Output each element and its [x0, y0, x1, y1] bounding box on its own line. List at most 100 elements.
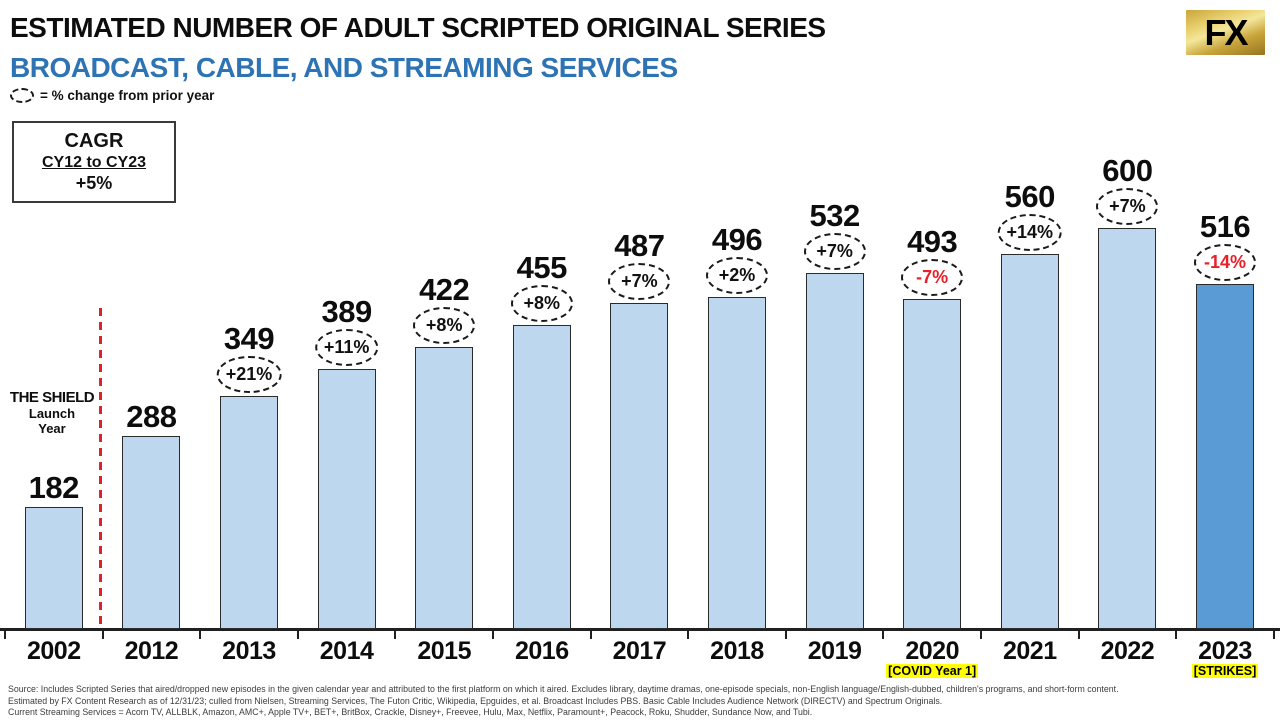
bar-label-stack: 455 +8%: [510, 249, 573, 322]
fx-logo: FX: [1186, 10, 1265, 55]
x-axis-label-2013: 2013: [222, 637, 276, 665]
bar-2017: [610, 303, 669, 629]
x-axis-tick: [492, 630, 494, 639]
bar-group-2021: 560 +14% 2021: [981, 0, 1079, 720]
pct-change-bubble: +7%: [1096, 187, 1159, 225]
shield-launch-callout: THE SHIELD Launch Year: [8, 389, 96, 437]
dashed-oval-icon: [10, 88, 34, 103]
cagr-label: CAGR: [64, 130, 124, 152]
x-axis-tick: [394, 630, 397, 639]
bar-group-2020: 493 -7% 2020 [COVID Year 1]: [883, 0, 981, 720]
x-axis-label-2014: 2014: [319, 637, 374, 665]
cagr-box: CAGR CY12 to CY23 +5%: [12, 121, 176, 203]
page-subtitle: BROADCAST, CABLE, AND STREAMING SERVICES: [10, 52, 678, 83]
x-axis-line: [0, 628, 1280, 631]
bar-label-stack: 288: [126, 399, 177, 435]
bar-2013: [219, 395, 278, 629]
bar-label-stack: 487 +7%: [608, 228, 671, 301]
bar-value-label: 288: [126, 399, 177, 435]
pct-change-bubble: +14%: [997, 214, 1063, 252]
pct-change-bubble: +2%: [705, 257, 768, 295]
bar-group-2018: 496 +2% 2018: [688, 0, 786, 720]
red-dashed-divider: [99, 308, 102, 629]
cagr-range: CY12 to CY23: [41, 154, 147, 171]
bar-value-label: 182: [28, 470, 80, 506]
bar-value-label: 496: [711, 222, 763, 258]
bar-value-label: 487: [614, 228, 665, 264]
x-axis-annotation-2020: [COVID Year 1]: [886, 664, 979, 678]
bar-group-2015: 422 +8% 2015: [395, 0, 493, 720]
bar-group-2023: 516 -14% 2023 [STRIKES]: [1176, 0, 1274, 720]
x-axis-label-2021: 2021: [1002, 637, 1057, 665]
x-axis-label-2016: 2016: [514, 637, 569, 665]
bar-label-stack: 493 -7%: [901, 224, 964, 297]
bar-2015: [415, 346, 474, 629]
pct-change-bubble: -14%: [1193, 243, 1256, 281]
x-axis-label-2012: 2012: [124, 637, 179, 665]
bar-label-stack: 600 +7%: [1096, 152, 1159, 225]
pct-change-bubble: +21%: [216, 355, 282, 393]
bar-group-2002: 182 2002: [5, 0, 103, 720]
bar-2022: [1098, 227, 1157, 629]
bar-value-label: 600: [1102, 152, 1153, 188]
x-axis-tick: [784, 630, 787, 639]
x-axis-label-2019: 2019: [807, 637, 862, 665]
bar-value-label: 389: [321, 293, 372, 329]
x-axis-label-2023: 2023: [1198, 637, 1252, 665]
fx-logo-text: FX: [1204, 11, 1248, 53]
x-axis-tick: [882, 630, 885, 639]
pct-change-bubble: +11%: [314, 328, 379, 366]
bar-group-2017: 487 +7% 2017: [591, 0, 689, 720]
legend-label: = % change from prior year: [40, 88, 215, 103]
shield-callout-line1: THE SHIELD: [9, 389, 95, 406]
page-title: ESTIMATED NUMBER OF ADULT SCRIPTED ORIGI…: [10, 12, 826, 43]
bar-group-2016: 455 +8% 2016: [493, 0, 591, 720]
x-axis-tick: [4, 630, 6, 639]
bar-label-stack: 516 -14%: [1193, 208, 1256, 281]
x-axis-tick: [589, 630, 592, 639]
bar-label-stack: 182: [28, 470, 80, 506]
bar-label-stack: 389 +11%: [314, 293, 379, 366]
bar-group-2014: 389 +11% 2014: [298, 0, 396, 720]
bar-label-stack: 560 +14%: [997, 179, 1063, 252]
pct-change-bubble: +7%: [803, 233, 866, 271]
x-axis-tick: [296, 630, 299, 639]
bar-value-label: 493: [907, 224, 958, 260]
bar-value-label: 349: [223, 320, 275, 356]
cagr-value: +5%: [75, 173, 113, 193]
legend: = % change from prior year: [10, 88, 214, 103]
bar-2019: [805, 273, 864, 629]
x-axis-tick: [199, 630, 202, 639]
pct-change-bubble: +8%: [510, 284, 573, 322]
source-line-1: Source: Includes Scripted Series that ai…: [8, 684, 1119, 694]
bar-group-2022: 600 +7% 2022: [1079, 0, 1177, 720]
bar-value-label: 455: [516, 249, 568, 285]
bar-2023: [1195, 283, 1254, 629]
bar-value-label: 516: [1199, 208, 1251, 244]
shield-callout-line3: Year: [38, 421, 66, 436]
x-axis-label-2017: 2017: [612, 637, 667, 665]
bar-group-2012: 288 2012: [103, 0, 201, 720]
bar-value-label: 422: [419, 271, 470, 307]
x-axis-tick: [1175, 630, 1178, 639]
x-axis-label-2018: 2018: [710, 637, 764, 665]
bar-group-2013: 349 +21% 2013: [200, 0, 298, 720]
x-axis-annotation-2023: [STRIKES]: [1191, 664, 1259, 678]
pct-change-bubble: +8%: [413, 306, 476, 344]
bar-2021: [1000, 254, 1059, 629]
source-line-2: Estimated by FX Content Research as of 1…: [8, 695, 943, 706]
pct-change-bubble: +7%: [608, 263, 671, 301]
source-notes: Source: Includes Scripted Series that ai…: [8, 684, 1276, 719]
bar-2016: [512, 324, 571, 629]
bar-label-stack: 496 +2%: [705, 222, 768, 295]
source-line-3: Current Streaming Services = Acorn TV, A…: [8, 707, 813, 717]
bar-2012: [122, 436, 181, 629]
bar-value-label: 560: [1004, 179, 1056, 215]
x-axis-label-2022: 2022: [1100, 637, 1155, 665]
x-axis-tick: [101, 630, 104, 639]
bar-label-stack: 422 +8%: [413, 271, 476, 344]
x-axis-tick: [1077, 630, 1080, 639]
x-axis-label-2020: 2020: [905, 637, 959, 665]
